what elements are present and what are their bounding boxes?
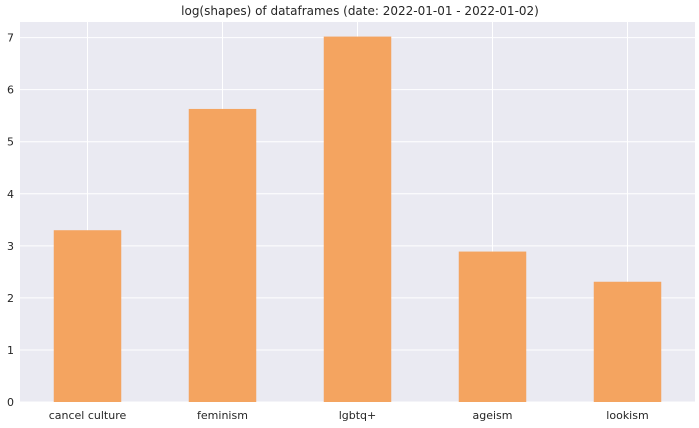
chart-title: log(shapes) of dataframes (date: 2022-01… (181, 4, 539, 18)
y-tick-label: 7 (7, 32, 14, 45)
x-tick-label: lgbtq+ (339, 409, 377, 422)
y-axis-ticks: 0 1 2 3 4 5 6 7 (7, 32, 14, 409)
bar-ageism (458, 251, 527, 402)
x-tick-label: lookism (606, 409, 648, 422)
y-tick-label: 2 (7, 292, 14, 305)
y-tick-label: 5 (7, 136, 14, 149)
y-tick-label: 1 (7, 344, 14, 357)
bar-lgbtq- (323, 36, 392, 402)
x-tick-label: ageism (473, 409, 513, 422)
x-tick-label: feminism (197, 409, 248, 422)
y-tick-label: 6 (7, 84, 14, 97)
y-tick-label: 3 (7, 240, 14, 253)
bar-cancel-culture (53, 230, 122, 402)
bars (53, 36, 662, 402)
bar-feminism (188, 108, 257, 402)
y-tick-label: 4 (7, 188, 14, 201)
y-tick-label: 0 (7, 396, 14, 409)
x-axis-ticks: cancel culture feminism lgbtq+ ageism lookis… (49, 409, 649, 422)
x-tick-label: cancel culture (49, 409, 127, 422)
bar-lookism (593, 281, 662, 402)
